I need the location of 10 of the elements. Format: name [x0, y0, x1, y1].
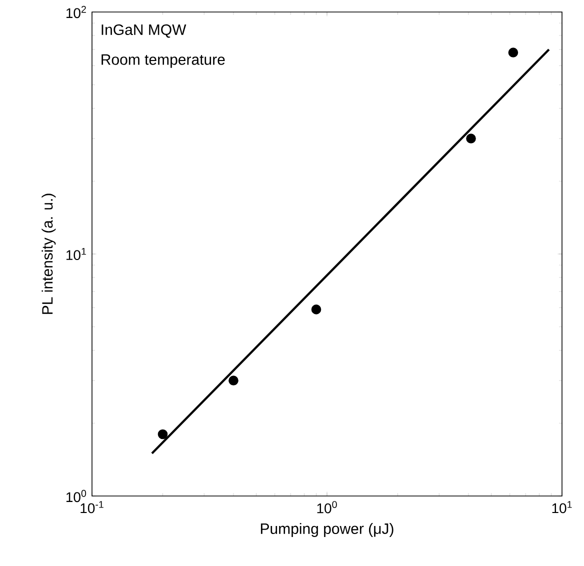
x-axis-title: Pumping power (μJ) — [260, 523, 394, 537]
y-tick-label: 10$^{2}$ — [66, 6, 86, 18]
x-tick-label: 10$^{1}$ — [552, 501, 572, 514]
x-tick-label: 10$^{0}$ — [317, 501, 337, 514]
annotation: InGaN MQW — [102, 24, 186, 38]
y-tick-label: 10$^{0}$ — [66, 490, 86, 502]
y-tick-label: 10$^{1}$ — [66, 248, 86, 260]
y-axis-title: PL intensity (a. u.) — [42, 194, 56, 314]
x-tick-label: 10$^{-1}$ — [80, 501, 104, 514]
annotation: Room temperature — [102, 54, 225, 68]
